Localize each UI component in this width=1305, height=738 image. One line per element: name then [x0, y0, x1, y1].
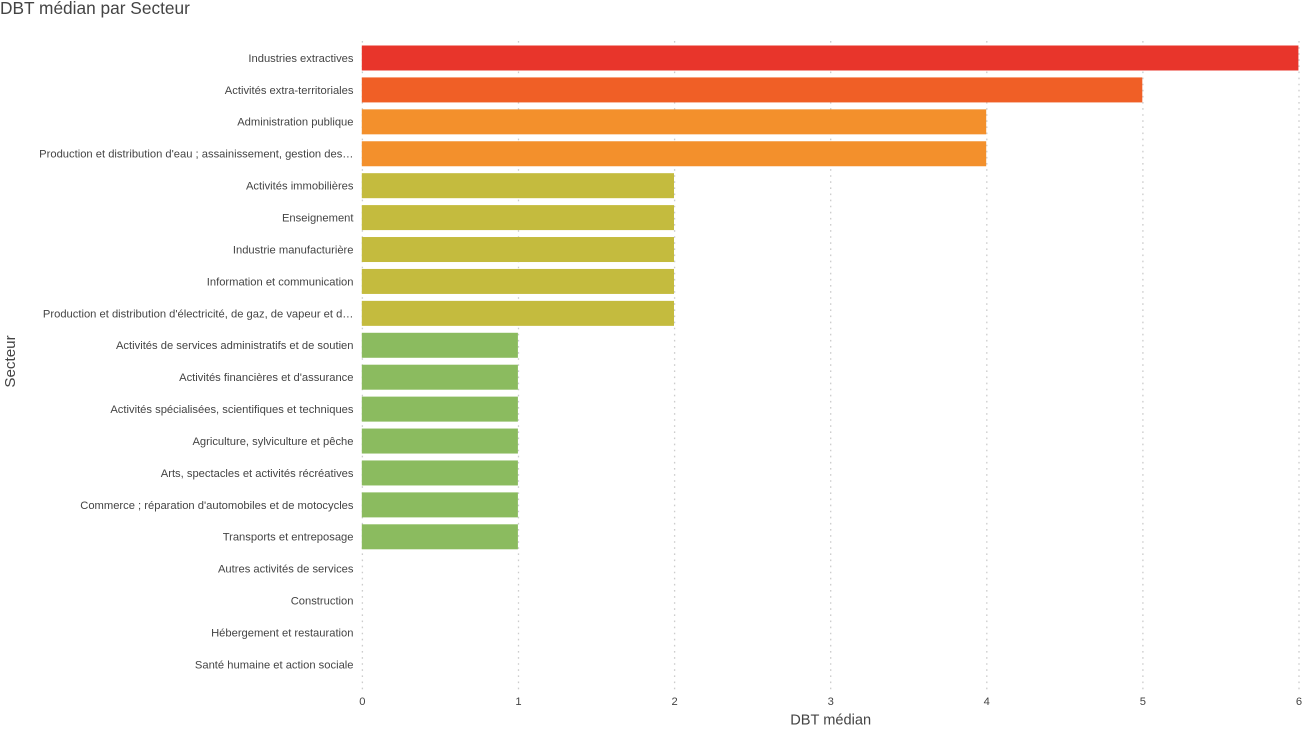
svg-text:5: 5: [1140, 696, 1146, 708]
svg-text:6: 6: [1296, 696, 1302, 708]
svg-text:Activités immobilières: Activités immobilières: [246, 181, 354, 193]
svg-text:Activités de services administ: Activités de services administratifs et …: [116, 340, 354, 352]
svg-text:Transports et entreposage: Transports et entreposage: [223, 532, 354, 544]
svg-text:Commerce ; réparation d'automo: Commerce ; réparation d'automobiles et d…: [80, 500, 354, 512]
svg-text:Industries extractives: Industries extractives: [248, 53, 353, 65]
svg-text:Industrie manufacturière: Industrie manufacturière: [233, 244, 354, 256]
svg-text:Administration publique: Administration publique: [237, 117, 353, 129]
svg-text:Production et distribution d'é: Production et distribution d'électricité…: [43, 308, 354, 320]
svg-text:Arts, spectacles et activités: Arts, spectacles et activités récréative…: [161, 468, 354, 480]
svg-text:Enseignement: Enseignement: [282, 213, 354, 225]
svg-text:Hébergement et restauration: Hébergement et restauration: [211, 627, 353, 639]
svg-text:0: 0: [359, 696, 365, 708]
svg-text:3: 3: [828, 696, 834, 708]
svg-text:Agriculture, sylviculture et p: Agriculture, sylviculture et pêche: [192, 436, 353, 448]
svg-text:Activités extra-territoriales: Activités extra-territoriales: [225, 85, 354, 97]
svg-text:1: 1: [515, 696, 521, 708]
svg-text:Production et distribution d'e: Production et distribution d'eau ; assai…: [39, 149, 353, 161]
svg-text:2: 2: [671, 696, 677, 708]
svg-text:DBT médian: DBT médian: [790, 712, 871, 728]
svg-text:Activités spécialisées, scient: Activités spécialisées, scientifiques et…: [110, 404, 354, 416]
svg-text:Secteur: Secteur: [2, 335, 19, 387]
svg-text:4: 4: [984, 696, 990, 708]
svg-text:Autres activités de services: Autres activités de services: [218, 564, 354, 576]
svg-text:Construction: Construction: [291, 596, 354, 608]
svg-text:Activités financières et d'ass: Activités financières et d'assurance: [179, 372, 353, 384]
svg-text:Santé humaine et action social: Santé humaine et action sociale: [195, 659, 354, 671]
svg-text:Information et communication: Information et communication: [207, 276, 354, 288]
svg-text:DBT médian par Secteur: DBT médian par Secteur: [0, 0, 190, 18]
